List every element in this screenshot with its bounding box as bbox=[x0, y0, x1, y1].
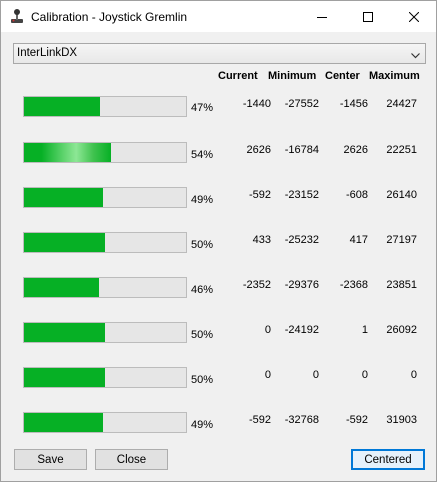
axis-progress-bar bbox=[23, 96, 187, 117]
axis-progress-bar bbox=[23, 322, 187, 343]
axis-progress-bar bbox=[23, 187, 187, 208]
axis-center-value: -592 bbox=[345, 414, 368, 426]
axis-center-value: -1456 bbox=[339, 98, 368, 110]
axis-progress-fill bbox=[24, 233, 105, 252]
axis-percent: 47% bbox=[191, 102, 214, 114]
axis-minimum-value: 0 bbox=[312, 369, 319, 381]
axis-progress-fill bbox=[24, 368, 105, 387]
axis-progress-bar bbox=[23, 367, 187, 388]
axis-maximum-value: 24427 bbox=[386, 98, 417, 110]
axis-progress-fill bbox=[24, 188, 103, 207]
axis-row: 47% -1440 -27552 -1456 24427 bbox=[1, 96, 437, 118]
axis-row: 49% -592 -32768 -592 31903 bbox=[1, 412, 437, 434]
axis-percent: 49% bbox=[191, 194, 214, 206]
joystick-icon bbox=[9, 8, 25, 24]
axis-progress-bar bbox=[23, 277, 187, 298]
window-title: Calibration - Joystick Gremlin bbox=[31, 10, 188, 24]
axis-center-value: -2368 bbox=[339, 279, 368, 291]
axis-percent: 46% bbox=[191, 284, 214, 296]
axis-progress-bar bbox=[23, 412, 187, 433]
close-button[interactable]: Close bbox=[95, 449, 168, 470]
device-select[interactable]: InterLinkDX bbox=[13, 43, 426, 64]
axis-current-value: 0 bbox=[264, 369, 271, 381]
chevron-down-icon[interactable] bbox=[411, 50, 420, 62]
axis-maximum-value: 23851 bbox=[386, 279, 417, 291]
header-center: Center bbox=[325, 70, 360, 82]
axis-percent: 50% bbox=[191, 239, 214, 251]
axis-progress-fill bbox=[24, 143, 111, 162]
axis-minimum-value: -24192 bbox=[284, 324, 319, 336]
axis-percent: 50% bbox=[191, 374, 214, 386]
minimize-icon[interactable] bbox=[299, 1, 345, 32]
device-select-value: InterLinkDX bbox=[17, 47, 78, 59]
close-icon[interactable] bbox=[391, 1, 437, 32]
axis-progress-bar bbox=[23, 142, 187, 163]
axis-center-value: 1 bbox=[361, 324, 368, 336]
axis-progress-fill bbox=[24, 413, 103, 432]
header-maximum: Maximum bbox=[369, 70, 420, 82]
axis-maximum-value: 26092 bbox=[386, 324, 417, 336]
axis-progress-fill bbox=[24, 323, 105, 342]
axis-percent: 54% bbox=[191, 149, 214, 161]
axis-current-value: -592 bbox=[248, 414, 271, 426]
axis-progress-fill bbox=[24, 97, 100, 116]
axis-current-value: -1440 bbox=[242, 98, 271, 110]
axis-current-value: 433 bbox=[252, 234, 271, 246]
axis-maximum-value: 0 bbox=[410, 369, 417, 381]
title-bar[interactable]: Calibration - Joystick Gremlin bbox=[1, 1, 436, 32]
axis-center-value: 417 bbox=[349, 234, 368, 246]
axis-maximum-value: 31903 bbox=[386, 414, 417, 426]
axis-center-value: -608 bbox=[345, 189, 368, 201]
axis-current-value: -592 bbox=[248, 189, 271, 201]
axis-progress-fill bbox=[24, 278, 99, 297]
axis-maximum-value: 26140 bbox=[386, 189, 417, 201]
axis-row: 50% 0 0 0 0 bbox=[1, 367, 437, 389]
axis-center-value: 0 bbox=[361, 369, 368, 381]
axis-progress-bar bbox=[23, 232, 187, 253]
axis-percent: 49% bbox=[191, 419, 214, 431]
axis-percent: 50% bbox=[191, 329, 214, 341]
header-minimum: Minimum bbox=[268, 70, 317, 82]
axis-maximum-value: 22251 bbox=[386, 144, 417, 156]
header-current: Current bbox=[218, 70, 258, 82]
axis-maximum-value: 27197 bbox=[386, 234, 417, 246]
axis-row: 50% 0 -24192 1 26092 bbox=[1, 322, 437, 344]
axis-minimum-value: -27552 bbox=[284, 98, 319, 110]
maximize-icon[interactable] bbox=[345, 1, 391, 32]
axis-row: 49% -592 -23152 -608 26140 bbox=[1, 187, 437, 209]
axis-row: 54% 2626 -16784 2626 22251 bbox=[1, 142, 437, 164]
axis-row: 46% -2352 -29376 -2368 23851 bbox=[1, 277, 437, 299]
axis-minimum-value: -16784 bbox=[284, 144, 319, 156]
centered-button[interactable]: Centered bbox=[351, 449, 425, 470]
axis-current-value: 0 bbox=[264, 324, 271, 336]
axis-minimum-value: -25232 bbox=[284, 234, 319, 246]
axis-center-value: 2626 bbox=[343, 144, 368, 156]
axis-current-value: -2352 bbox=[242, 279, 271, 291]
axis-minimum-value: -29376 bbox=[284, 279, 319, 291]
axis-minimum-value: -32768 bbox=[284, 414, 319, 426]
axis-current-value: 2626 bbox=[246, 144, 271, 156]
axis-minimum-value: -23152 bbox=[284, 189, 319, 201]
save-button[interactable]: Save bbox=[14, 449, 87, 470]
axis-row: 50% 433 -25232 417 27197 bbox=[1, 232, 437, 254]
